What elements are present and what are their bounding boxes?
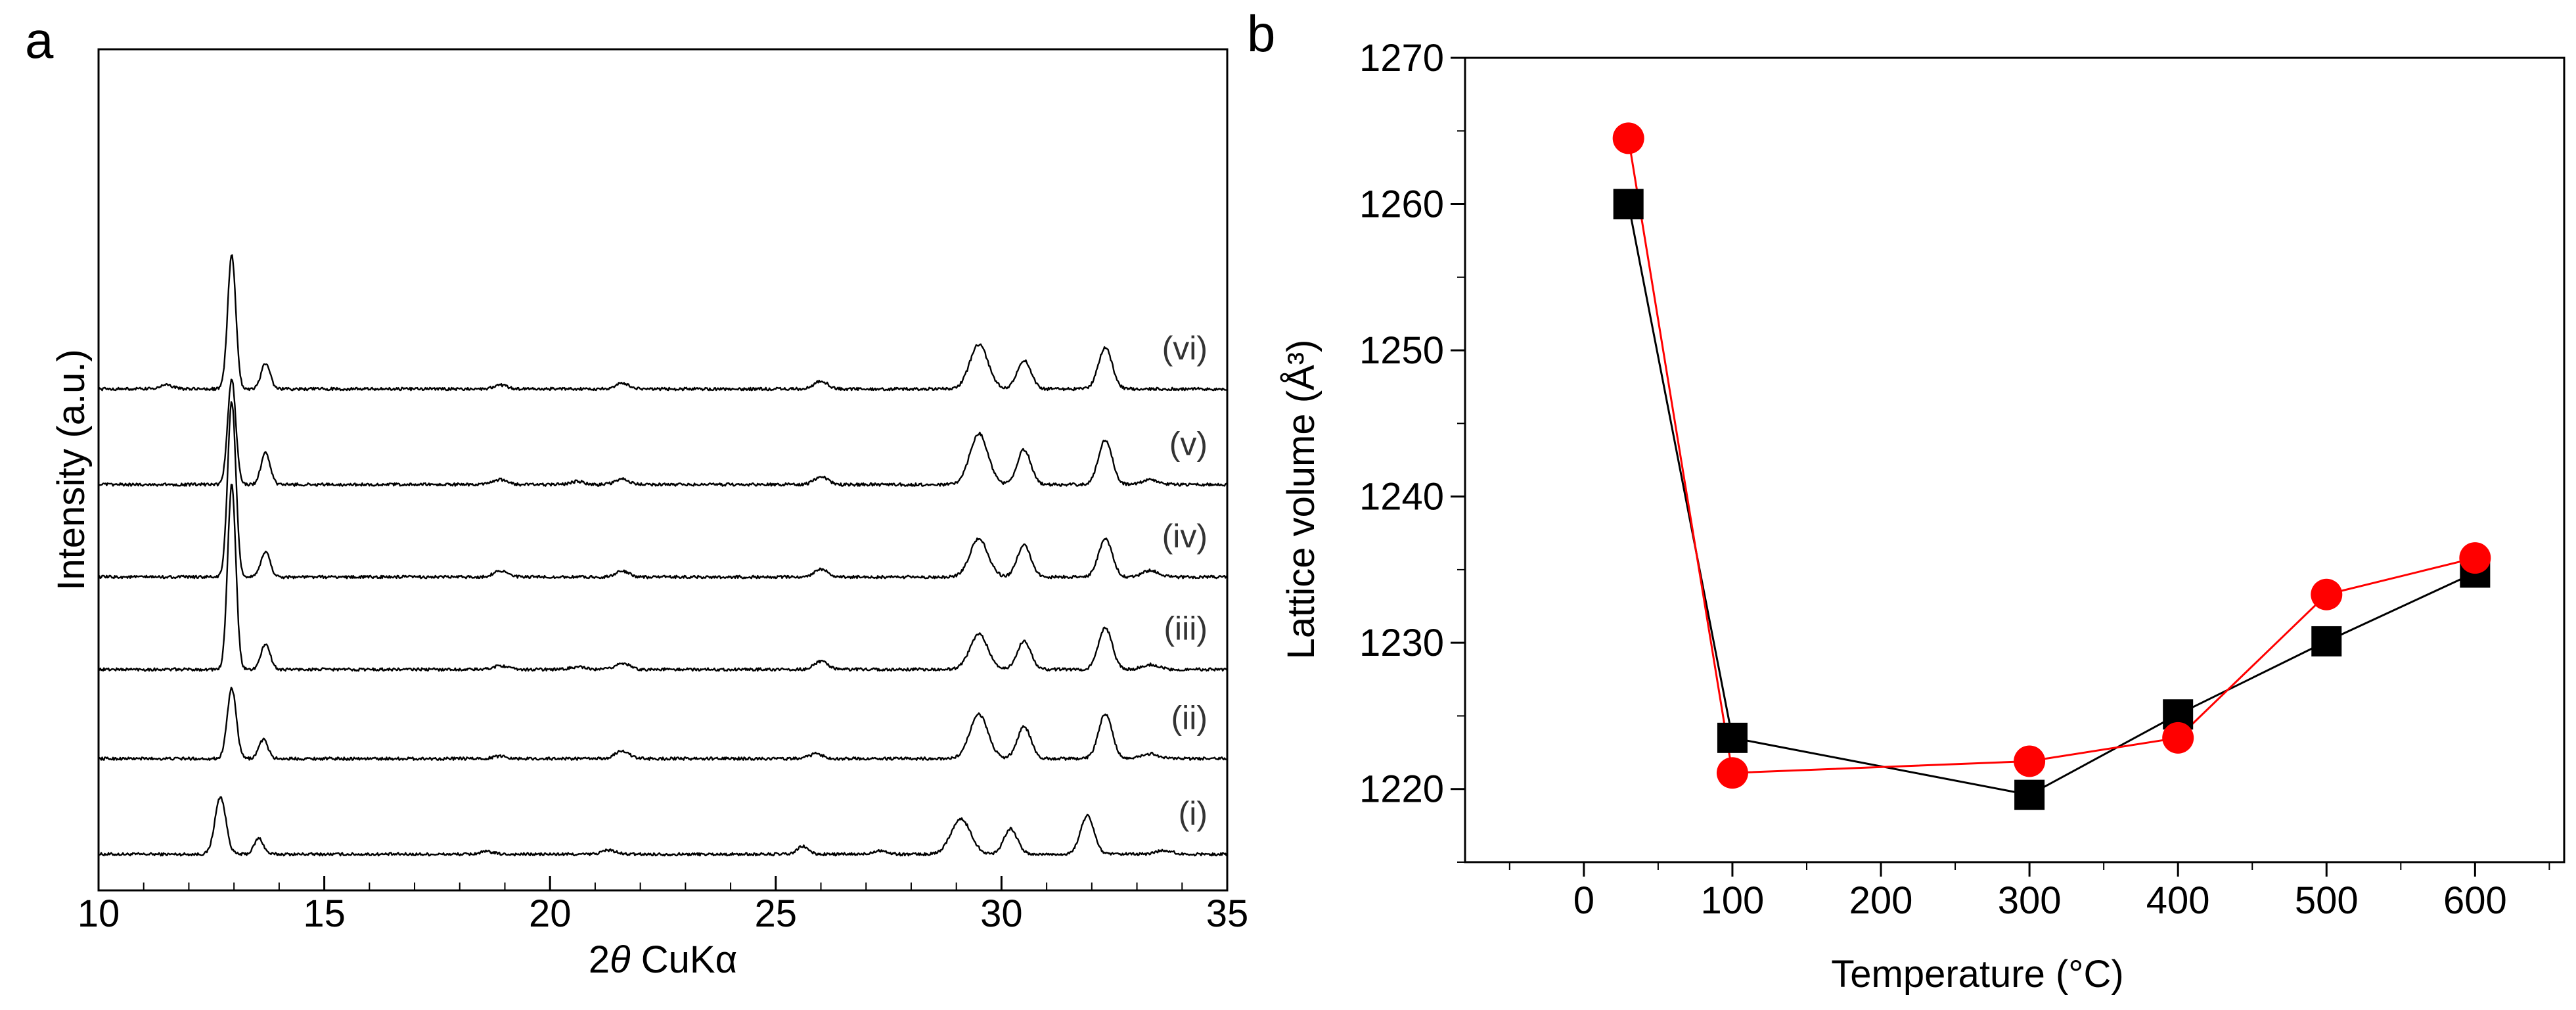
axis-ticks: 0 100 200 300 400 500 600 1220 1230 1240 1250 1260 1… (1359, 37, 2550, 922)
xrd-traces (97, 254, 1229, 857)
x-tick-label: 100 (1701, 879, 1765, 922)
lattice-volume-chart: 0 100 200 300 400 500 600 1220 1230 1240 1250 1260 1… (1280, 37, 2565, 996)
x-tick-label: 35 (1206, 892, 1249, 935)
y-tick-label: 1220 (1359, 768, 1444, 811)
plot-frame (1464, 57, 2565, 863)
x-tick-label: 15 (303, 892, 346, 935)
x-tick-label: 600 (2443, 879, 2507, 922)
x-tick-label: 200 (1849, 879, 1913, 922)
x-tick-label: 0 (1573, 879, 1594, 922)
xrd-pattern-chart: 10 15 20 25 30 35 (i) (ii) (iii) (iv) (v) (vi) 2θ … (50, 48, 1249, 981)
x-axis-label: 2θ CuKα (589, 938, 737, 981)
square-marker (1717, 722, 1748, 753)
xrd-trace (98, 379, 1228, 487)
circle-marker (2162, 722, 2194, 754)
xrd-trace (98, 484, 1228, 672)
circle-marker (1612, 122, 1644, 154)
circle-marker (2459, 542, 2491, 574)
circle-marker (2311, 578, 2343, 610)
x-tick-label: 25 (755, 892, 798, 935)
panel-letter-a: a (25, 11, 54, 69)
series-labels: (i) (ii) (iii) (iv) (v) (vi) (1162, 330, 1208, 832)
circle-marker (1716, 757, 1748, 789)
series-label: (i) (1179, 795, 1208, 832)
x-tick-label: 400 (2146, 879, 2210, 922)
series-markers (1612, 122, 2491, 810)
x-tick-label: 10 (78, 892, 120, 935)
xrd-trace (98, 796, 1229, 857)
x-axis-label-suffix: CuKα (631, 938, 737, 981)
x-tick-label: 500 (2295, 879, 2359, 922)
square-marker (1613, 189, 1644, 219)
panel-letter-b: b (1247, 5, 1275, 62)
series-label: (v) (1169, 425, 1208, 462)
x-axis-ticks: 10 15 20 25 30 35 (78, 876, 1249, 935)
series-label: (vi) (1162, 330, 1208, 367)
y-tick-label: 1250 (1359, 329, 1444, 372)
y-axis-label: Intensity (a.u.) (50, 349, 93, 590)
xrd-trace (97, 401, 1228, 580)
y-tick-label: 1230 (1359, 622, 1444, 664)
y-tick-label: 1260 (1359, 183, 1444, 226)
circle-marker (2014, 745, 2046, 777)
y-tick-label: 1270 (1359, 37, 1444, 80)
x-tick-label: 30 (980, 892, 1023, 935)
x-tick-label: 300 (1998, 879, 2062, 922)
square-marker (2311, 626, 2342, 656)
series-line (1627, 138, 2475, 774)
xrd-trace (97, 686, 1228, 761)
x-axis-label: Temperature (°C) (1831, 953, 2123, 996)
x-tick-label: 20 (529, 892, 572, 935)
series-lines (1627, 138, 2476, 796)
series-label: (ii) (1171, 700, 1208, 737)
plot-frame (97, 48, 1229, 892)
y-axis-label: Lattice volume (Å³) (1280, 340, 1322, 660)
xrd-trace (97, 254, 1228, 392)
x-axis-label-theta: θ (610, 938, 630, 981)
square-marker (2014, 779, 2045, 810)
series-line (1627, 204, 2476, 796)
x-axis-label-prefix: 2 (589, 938, 610, 981)
series-label: (iv) (1162, 518, 1208, 555)
y-tick-label: 1240 (1359, 476, 1444, 518)
series-label: (iii) (1164, 610, 1208, 647)
